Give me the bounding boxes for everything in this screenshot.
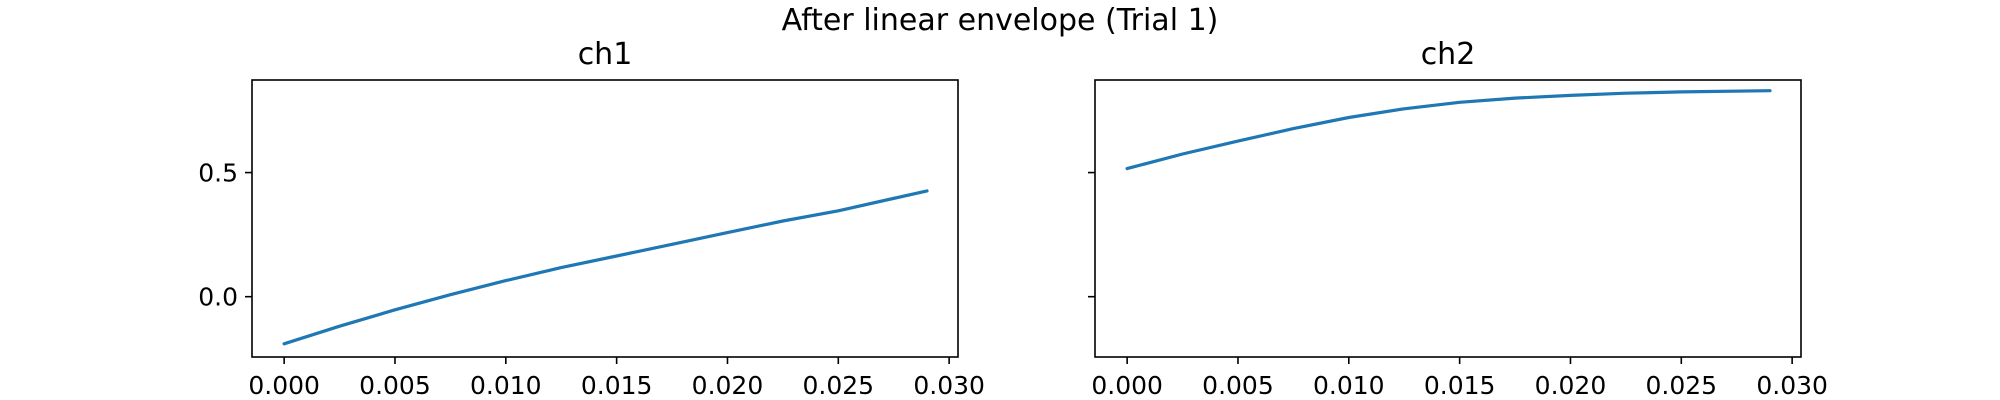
x-tick-label: 0.030 [913,371,985,400]
x-tick-label: 0.030 [1756,371,1828,400]
panel-ch1: ch1 0.000 0.005 0.010 0.015 0.020 0.025 0.030 0.… [198,37,985,400]
x-tick-label: 0.015 [581,371,653,400]
x-tick-label: 0.025 [803,371,875,400]
y-tick-label: 0.5 [198,159,238,188]
panel-title: ch2 [1421,37,1476,72]
x-tick-label: 0.020 [1535,371,1607,400]
x-tick-label: 0.015 [1424,371,1496,400]
x-tick-label: 0.005 [1202,371,1274,400]
y-tick-label: 0.0 [198,283,238,312]
x-tick-label: 0.005 [359,371,431,400]
series-line [282,189,929,346]
figure-suptitle: After linear envelope (Trial 1) [782,3,1219,38]
x-tick-label: 0.000 [1091,371,1163,400]
axes-frame [1094,79,1802,358]
panel-title: ch1 [578,37,633,72]
x-tick-label: 0.010 [470,371,542,400]
x-tick-label: 0.010 [1313,371,1385,400]
x-tick-label: 0.025 [1646,371,1718,400]
series-line [1125,89,1772,171]
x-tick-label: 0.000 [248,371,320,400]
panel-ch2: ch2 0.000 0.005 0.010 0.015 0.020 0.025 0.030 [1088,37,1828,400]
axes-frame [251,79,959,358]
x-tick-label: 0.020 [692,371,764,400]
